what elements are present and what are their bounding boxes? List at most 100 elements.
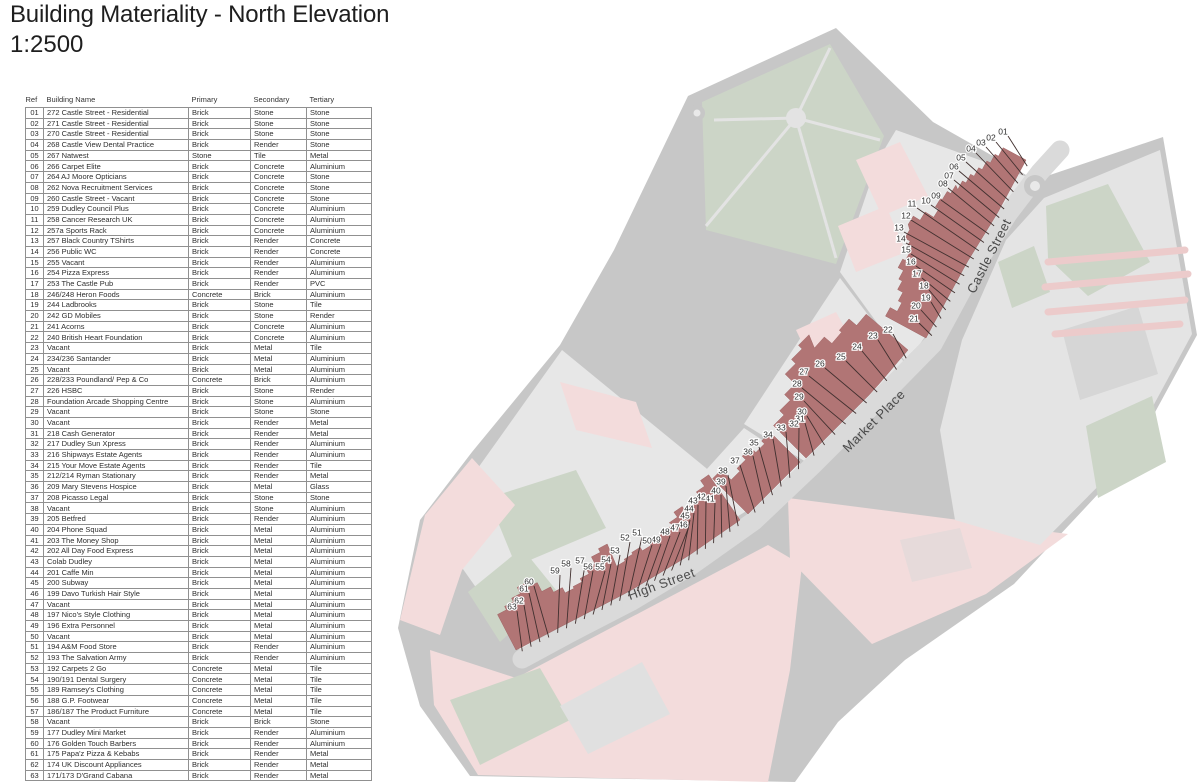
ref-label: 35 xyxy=(749,437,759,447)
table-row: 14 256 Public WC Brick Render Concrete xyxy=(25,245,372,258)
table-cell: Stone xyxy=(250,107,307,119)
building-footprint xyxy=(856,142,928,216)
table-cell: Concrete xyxy=(250,160,307,173)
table-cell: 38 xyxy=(25,502,44,515)
table-row: 57 186/187 The Product Furniture Concrete M… xyxy=(25,705,372,718)
leader-line xyxy=(916,207,980,252)
table-cell: Render xyxy=(250,748,307,760)
table-cell: 42 xyxy=(25,545,44,557)
table-cell: Render xyxy=(306,384,372,397)
leader-line xyxy=(806,415,825,446)
ref-label: 44 xyxy=(684,503,694,513)
table-row: 51 194 A&M Food Store Brick Render Aluminium xyxy=(25,641,372,654)
leader-line xyxy=(720,494,723,538)
leader-line xyxy=(824,367,867,404)
table-cell: Render xyxy=(306,310,372,322)
table-cell: Aluminium xyxy=(306,374,372,386)
column-header: Secondary xyxy=(253,95,290,104)
table-cell: Metal xyxy=(306,416,372,429)
table-cell: 240 British Heart Foundation xyxy=(43,331,189,344)
table-cell: 217 Dudley Sun Xpress xyxy=(43,438,189,450)
table-row: 63 171/173 D'Grand Cabana Brick Render Metal xyxy=(25,769,372,782)
table-cell: 246/248 Heron Foods xyxy=(43,288,189,301)
table-cell: 06 xyxy=(25,160,44,173)
table-cell: Aluminium xyxy=(306,449,372,461)
ref-label: 04 xyxy=(966,143,976,153)
table-cell: Concrete xyxy=(250,213,307,226)
leader-line xyxy=(804,422,815,456)
leader-line xyxy=(928,289,947,311)
table-cell: 196 Extra Personnel xyxy=(43,620,189,632)
column-header: Building Name xyxy=(46,95,96,104)
leader-line xyxy=(910,253,960,285)
table-cell: 175 Papa'z Pizza & Kebabs xyxy=(43,748,189,760)
table-cell: 201 Caffe Min xyxy=(43,566,189,579)
table-cell: 272 Castle Street - Residential xyxy=(43,107,189,119)
table-cell: Concrete xyxy=(188,288,251,301)
table-cell: 268 Castle View Dental Practice xyxy=(43,139,189,151)
table-cell: Concrete xyxy=(250,171,307,183)
table-row: 08 262 Nova Recruitment Services Brick Conc… xyxy=(25,181,372,194)
table-row: 24 234/236 Santander Brick Metal Aluminium xyxy=(25,352,372,365)
title-block: Building Materiality - North Elevation 1… xyxy=(10,0,389,60)
building-footprint xyxy=(900,528,972,582)
table-row: 55 189 Ramsey's Clothing Concrete Metal Tile xyxy=(25,684,372,696)
table-cell: Metal xyxy=(306,758,372,771)
leader-line xyxy=(803,400,836,435)
table-cell: Aluminium xyxy=(306,652,372,664)
table-row: 05 267 Natwest Stone Tile Metal xyxy=(25,149,372,162)
table-row: 28 Foundation Arcade Shopping Centre Brick… xyxy=(25,395,372,408)
table-cell: 53 xyxy=(25,662,44,675)
table-row: 45 200 Subway Brick Metal Aluminium xyxy=(25,577,372,589)
table-cell: Brick xyxy=(188,256,251,269)
table-cell: Stone xyxy=(306,716,372,728)
table-cell: Metal xyxy=(306,769,372,782)
table-row: 33 216 Shipways Estate Agents Brick Render A… xyxy=(25,449,372,461)
table-cell: 20 xyxy=(25,310,44,322)
table-cell: 24 xyxy=(25,352,44,365)
table-row: 58 Vacant Brick Brick Stone xyxy=(25,716,372,728)
table-cell: Aluminium xyxy=(306,641,372,654)
table-cell: Brick xyxy=(188,769,251,782)
table-cell: 186/187 The Product Furniture xyxy=(43,705,189,718)
table-cell: 49 xyxy=(25,620,44,632)
table-cell: Concrete xyxy=(188,374,251,386)
table-cell: Render xyxy=(250,267,307,279)
table-cell: Render xyxy=(250,245,307,258)
table-cell: 226 HSBC xyxy=(43,384,189,397)
ref-label: 17 xyxy=(912,268,922,278)
leader-line xyxy=(861,350,888,382)
table-cell: Aluminium xyxy=(306,587,372,600)
table-cell: Brick xyxy=(188,641,251,654)
table-cell: 205 Betfred xyxy=(43,513,189,525)
table-cell: Brick xyxy=(188,192,251,205)
ref-label: 31 xyxy=(795,413,805,423)
table-cell: Stone xyxy=(306,192,372,205)
table-cell: 188 G.P. Footwear xyxy=(43,694,189,707)
table-cell: 15 xyxy=(25,256,44,269)
leader-line xyxy=(877,339,897,370)
table-cell: Foundation Arcade Shopping Centre xyxy=(43,395,189,408)
table-row: 11 258 Cancer Research UK Brick Concrete Alu… xyxy=(25,213,372,226)
ref-label: 14 xyxy=(896,233,906,243)
table-cell: 244 Ladbrooks xyxy=(43,299,189,312)
table-cell: Stone xyxy=(250,299,307,312)
table-cell: 57 xyxy=(25,705,44,718)
ref-label: 45 xyxy=(680,510,690,520)
table-cell: Aluminium xyxy=(306,534,372,547)
table-cell: Glass xyxy=(306,481,372,493)
leader-line xyxy=(845,360,878,393)
table-cell: Metal xyxy=(250,587,307,600)
table-cell: 36 xyxy=(25,481,44,493)
table-cell: Brick xyxy=(188,577,251,589)
table-cell: 35 xyxy=(25,470,44,483)
table-row: 25 Vacant Brick Metal Aluminium xyxy=(25,363,372,376)
table-cell: Brick xyxy=(250,288,307,301)
table-cell: Aluminium xyxy=(306,438,372,450)
table-cell: Colab Dudley xyxy=(43,555,189,568)
parking-row xyxy=(1044,246,1189,266)
leader-line xyxy=(645,543,662,587)
leader-line xyxy=(995,141,1023,176)
table-cell: 197 Nico's Style Clothing xyxy=(43,609,189,621)
leader-line xyxy=(905,242,965,277)
